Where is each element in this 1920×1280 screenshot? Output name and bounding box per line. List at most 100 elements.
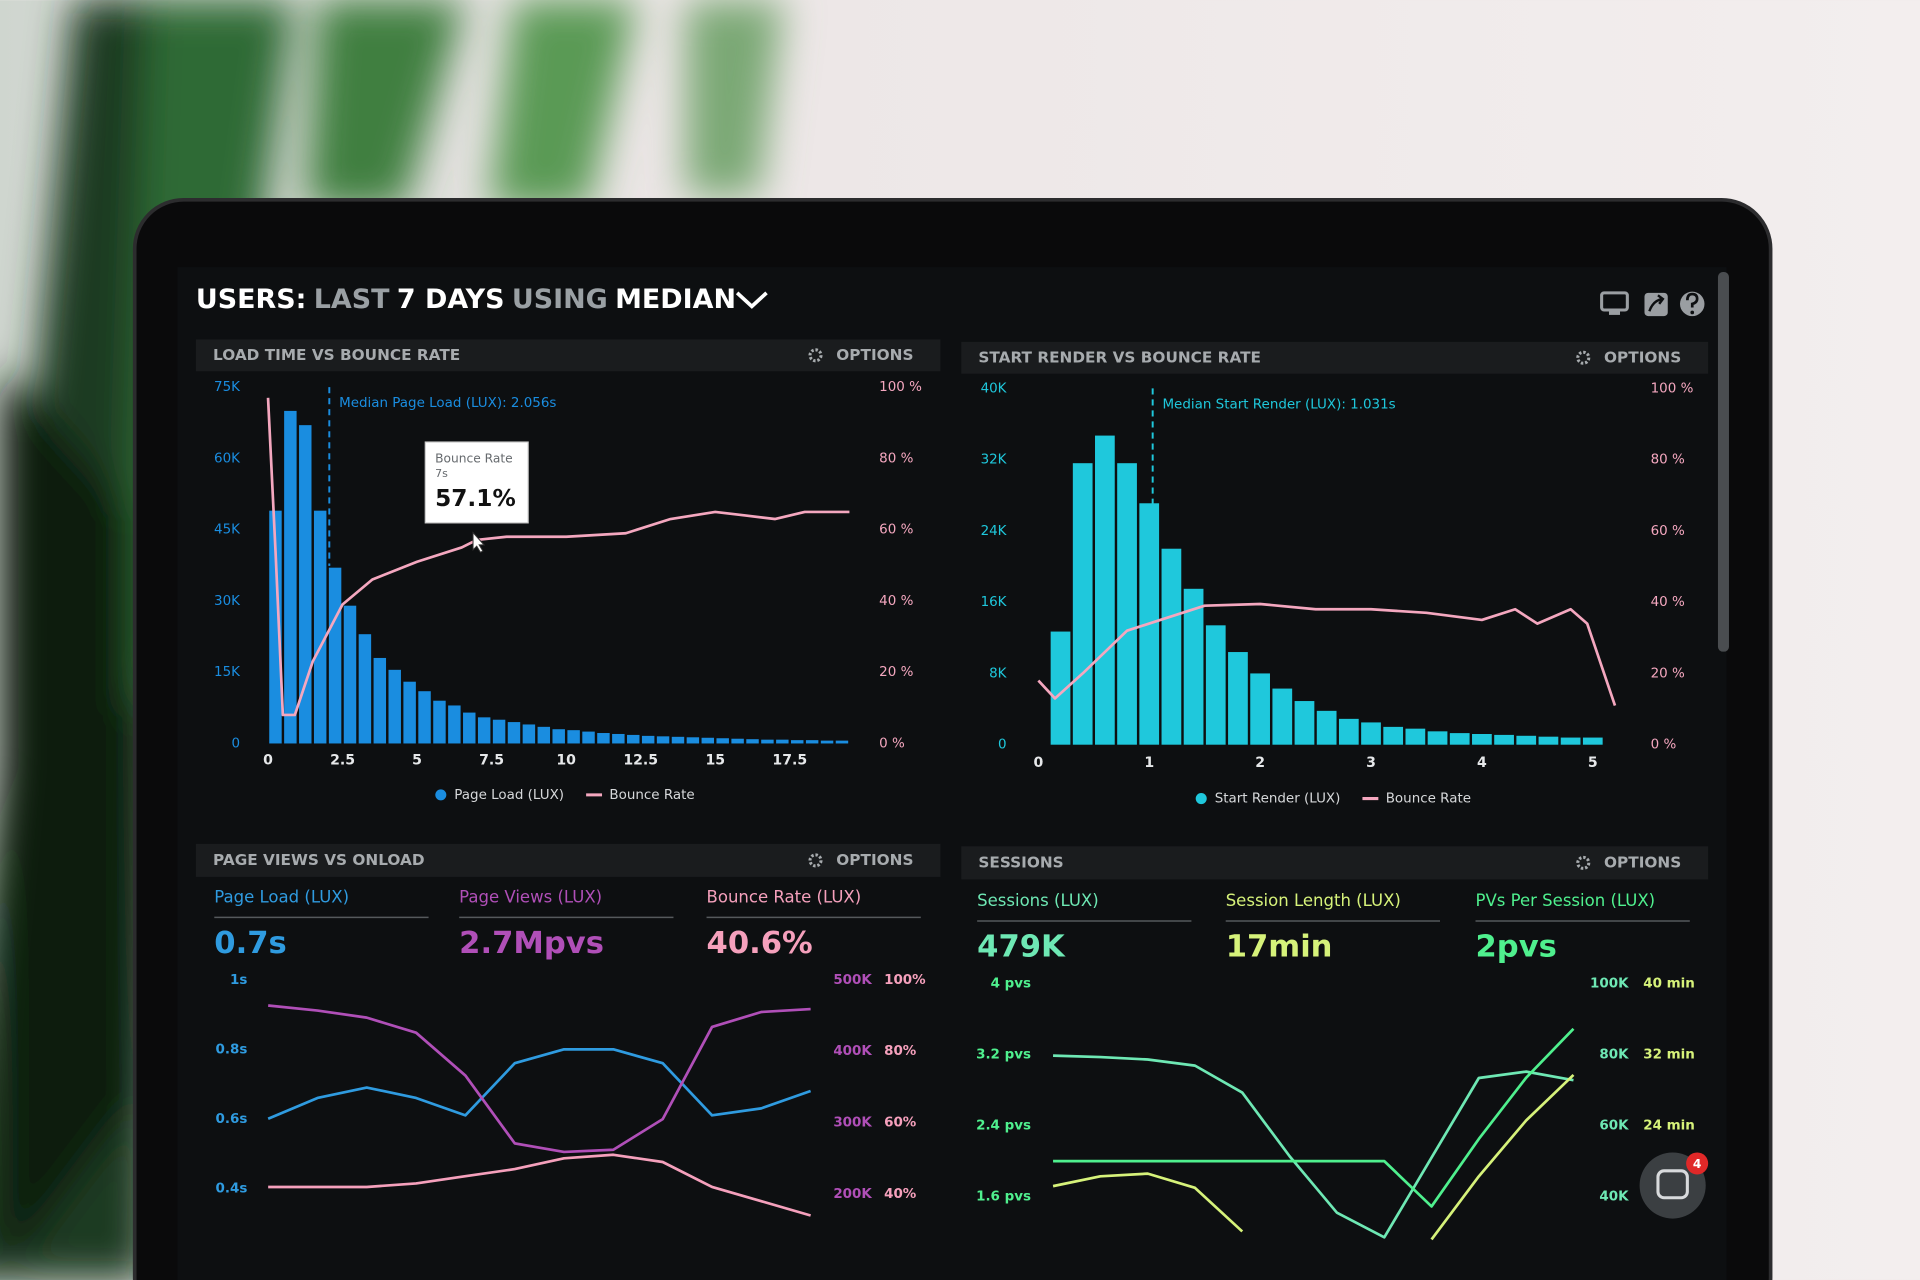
- x-tick-label: 1: [1144, 755, 1154, 771]
- title-part: USING: [512, 284, 608, 315]
- y-tick-label: 0.6s: [216, 1112, 248, 1127]
- y-tick-label: 8K: [989, 666, 1008, 681]
- y-tick-label: 0.8s: [216, 1042, 248, 1057]
- bar: [716, 738, 729, 744]
- bar: [627, 734, 640, 744]
- title-part: USERS:: [196, 284, 307, 315]
- leaf: [0, 367, 135, 1280]
- y-tick-label: 4 pvs: [991, 976, 1031, 991]
- y-tick-label: 2.4 pvs: [976, 1119, 1031, 1134]
- x-tick-label: 4: [1477, 755, 1487, 771]
- legend-swatch: [1195, 793, 1207, 805]
- series-line: [268, 1004, 811, 1154]
- y2-tick-label: 40 %: [879, 594, 913, 609]
- options-label: OPTIONS: [1604, 348, 1681, 366]
- options-button[interactable]: OPTIONS: [1576, 348, 1681, 366]
- bar: [492, 719, 506, 744]
- y-tick-label: 16K: [981, 595, 1008, 610]
- bar: [1095, 435, 1115, 745]
- leaf: [306, 0, 466, 209]
- options-label: OPTIONS: [1604, 853, 1681, 871]
- help-icon[interactable]: [1680, 291, 1705, 317]
- gear-icon: [1576, 350, 1591, 365]
- monitor-icon[interactable]: [1600, 291, 1629, 315]
- y2-tick-label: 20 %: [879, 665, 913, 680]
- bar: [835, 740, 849, 744]
- bar: [1117, 463, 1137, 745]
- scrollbar[interactable]: [1717, 272, 1729, 652]
- icon-shape: [1686, 292, 1699, 308]
- bar: [582, 731, 595, 744]
- bar: [671, 736, 685, 744]
- stat-label: Session Length (LUX): [1226, 891, 1401, 910]
- x-tick-label: 5: [412, 753, 422, 769]
- x-tick-label: 0: [1033, 755, 1043, 771]
- icon-shape: [1648, 294, 1665, 312]
- y2-tick-label: 20 %: [1651, 666, 1685, 681]
- bar: [1316, 710, 1337, 745]
- y2-tick-label: 60 %: [1651, 524, 1685, 539]
- y2-tick-label: 400K: [833, 1044, 872, 1059]
- bar: [1405, 728, 1426, 745]
- bar: [433, 700, 446, 744]
- bar: [313, 510, 327, 744]
- options-button[interactable]: OPTIONS: [1576, 853, 1681, 871]
- y2-tick-label: 100 %: [1651, 381, 1694, 396]
- bar: [820, 740, 834, 744]
- y3-tick-label: 60%: [884, 1116, 917, 1131]
- options-button[interactable]: OPTIONS: [808, 851, 913, 869]
- options-button[interactable]: OPTIONS: [808, 346, 913, 364]
- y-tick-label: 24K: [981, 524, 1008, 539]
- panel-title: LOAD TIME VS BOUNCE RATE: [213, 346, 460, 364]
- bar: [746, 739, 759, 744]
- dashboard-title[interactable]: USERS: LAST 7 DAYS USING MEDIAN: [196, 284, 768, 315]
- y2-tick-label: 0 %: [1651, 738, 1677, 753]
- tooltip-title: Bounce Rate: [435, 452, 513, 466]
- legend-swatch: [435, 789, 447, 801]
- chart-panel: SESSIONS OPTIONS 4 pvs 3.2 pvs 2.4 pvs 1.6 pv…: [961, 846, 1709, 1241]
- y-tick-label: 0.4s: [216, 1181, 248, 1196]
- bar: [567, 730, 580, 744]
- y-tick-label: 45K: [214, 523, 241, 538]
- y3-tick-label: 24 min: [1643, 1119, 1695, 1134]
- bar: [343, 605, 357, 744]
- median-label: Median Start Render (LUX): 1.031s: [1162, 397, 1395, 412]
- tooltip-box: [424, 441, 529, 524]
- bar: [1361, 722, 1381, 745]
- stat-label: Page Views (LUX): [459, 887, 602, 906]
- y-tick-label: 15K: [214, 665, 241, 680]
- chart-panel: START RENDER VS BOUNCE RATE OPTIONS 0 8K 16K…: [961, 341, 1709, 807]
- bar: [269, 510, 282, 744]
- stat-label: Sessions (LUX): [977, 891, 1099, 910]
- y-tick-label: 32K: [981, 453, 1008, 468]
- y2-tick-label: 0 %: [879, 736, 905, 751]
- series-line: [1052, 1073, 1575, 1241]
- bar: [1560, 737, 1581, 745]
- bar: [656, 736, 670, 744]
- bar: [477, 717, 491, 744]
- y2-tick-label: 200K: [833, 1187, 872, 1202]
- bar: [805, 740, 819, 744]
- stat-label: Page Load (LUX): [214, 887, 349, 906]
- y-tick-label: 0: [231, 736, 240, 751]
- bar: [641, 735, 655, 744]
- chat-button[interactable]: 4: [1639, 1152, 1709, 1219]
- panel-title: START RENDER VS BOUNCE RATE: [978, 348, 1261, 366]
- x-tick-label: 5: [1588, 755, 1598, 771]
- toolbar: [1600, 291, 1705, 317]
- bar: [597, 733, 610, 744]
- stat-value: 2.7Mpvs: [459, 926, 604, 961]
- bar: [1538, 736, 1559, 745]
- bar: [776, 739, 789, 744]
- bar: [1228, 652, 1248, 745]
- y2-tick-label: 60K: [1599, 1119, 1629, 1134]
- share-icon[interactable]: [1644, 292, 1668, 317]
- x-tick-label: 3: [1366, 755, 1376, 771]
- icon-shape: [1608, 311, 1620, 315]
- bar: [1272, 688, 1293, 745]
- legend: Page Load (LUX) Bounce Rate: [435, 788, 695, 803]
- bar: [1427, 731, 1448, 745]
- chart-panel: PAGE VIEWS VS ONLOAD OPTIONS 1s 0.8s 0.6s 0.4…: [195, 843, 941, 1217]
- x-tick-label: 2.5: [330, 753, 355, 769]
